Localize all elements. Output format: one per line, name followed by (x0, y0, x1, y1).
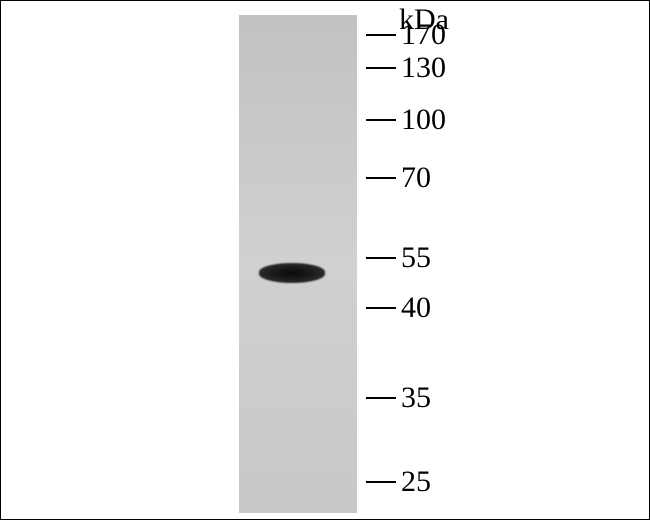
marker-label-100: 100 (401, 103, 446, 137)
marker-tick-55 (366, 257, 396, 259)
blot-figure: kDa 1701301007055403525 (0, 0, 650, 520)
marker-tick-70 (366, 177, 396, 179)
marker-tick-130 (366, 67, 396, 69)
marker-tick-35 (366, 397, 396, 399)
protein-band-1 (259, 263, 325, 283)
marker-label-130: 130 (401, 51, 446, 85)
marker-tick-100 (366, 119, 396, 121)
marker-tick-25 (366, 481, 396, 483)
marker-label-40: 40 (401, 291, 431, 325)
marker-label-70: 70 (401, 161, 431, 195)
marker-label-35: 35 (401, 381, 431, 415)
marker-tick-170 (366, 34, 396, 36)
marker-label-55: 55 (401, 241, 431, 275)
marker-label-25: 25 (401, 465, 431, 499)
marker-tick-40 (366, 307, 396, 309)
marker-label-170: 170 (401, 18, 446, 52)
